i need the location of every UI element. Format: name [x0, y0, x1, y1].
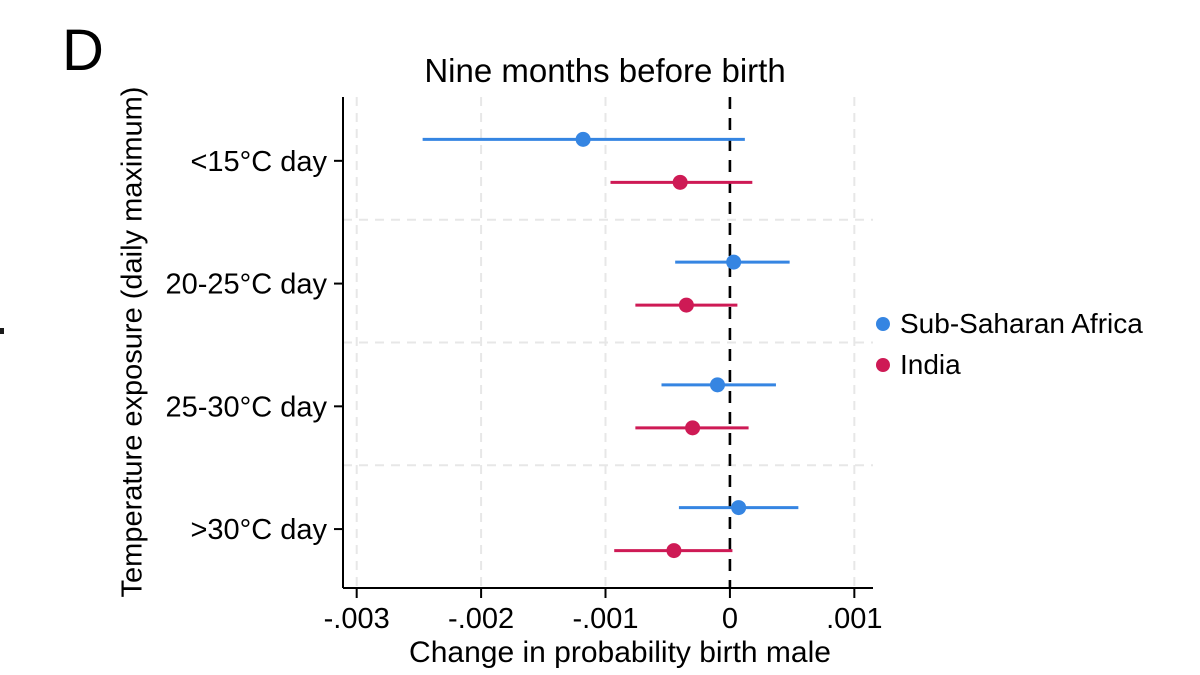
legend-item: India [876, 349, 1143, 381]
x-tick-label: -.001 [572, 603, 638, 635]
point-estimate [575, 131, 591, 147]
clipped-edge-mark [0, 328, 4, 334]
point-estimate [666, 543, 682, 559]
category-label: 25-30°C day [165, 391, 327, 423]
point-estimate [672, 174, 688, 190]
x-axis-title: Change in probability birth male [409, 636, 831, 669]
legend-dot-icon [876, 317, 890, 331]
chart-title: Nine months before birth [424, 52, 786, 89]
category-label: >30°C day [190, 514, 327, 546]
point-estimate [726, 254, 742, 270]
x-tick-label: -.003 [324, 603, 390, 635]
category-label: <15°C day [190, 146, 327, 178]
legend-label: India [900, 349, 961, 380]
panel-label: D [62, 18, 104, 83]
x-tick-label: .001 [826, 603, 882, 635]
point-estimate [731, 500, 747, 516]
x-tick-label: 0 [722, 603, 738, 635]
legend-label: Sub-Saharan Africa [900, 308, 1143, 339]
x-tick-label: -.002 [448, 603, 514, 635]
category-label: 20-25°C day [165, 269, 327, 301]
point-estimate [685, 420, 701, 436]
point-estimate [678, 297, 694, 313]
legend: Sub-Saharan Africa India [876, 308, 1143, 381]
legend-dot-icon [876, 358, 890, 372]
legend-item: Sub-Saharan Africa [876, 308, 1143, 340]
point-estimate [709, 377, 725, 393]
